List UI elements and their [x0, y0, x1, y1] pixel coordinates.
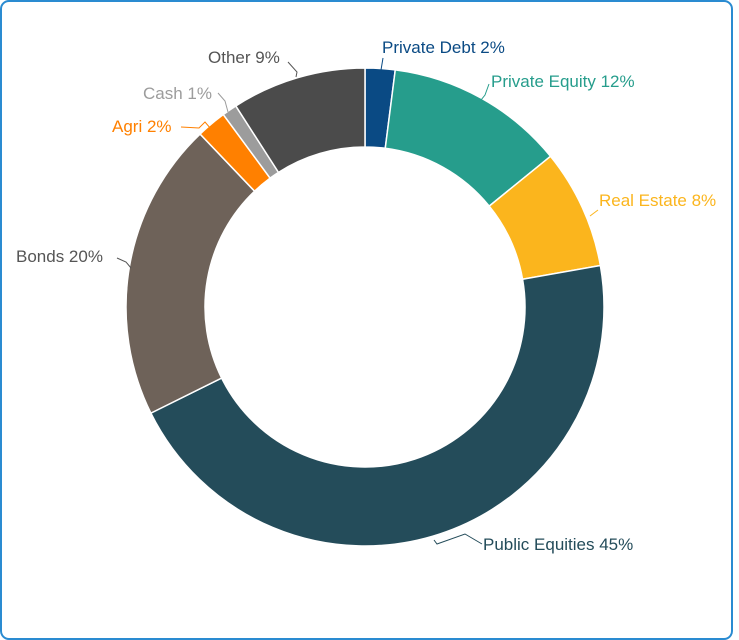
- label-other: Other 9%: [208, 48, 280, 67]
- leader-real-estate: [589, 209, 599, 217]
- slice-public-equities[interactable]: [149, 264, 605, 547]
- label-private-debt: Private Debt 2%: [382, 38, 505, 57]
- donut-chart: Private Debt 2% Private Equity 12% Real Es…: [16, 38, 716, 554]
- leader-other: [287, 61, 298, 78]
- leader-cash: [217, 92, 229, 113]
- leader-private-debt: [380, 57, 384, 71]
- leader-public-equities: [433, 533, 483, 545]
- label-cash: Cash 1%: [143, 84, 212, 103]
- leader-private-equity: [476, 83, 490, 106]
- label-bonds: Bonds 20%: [16, 247, 103, 266]
- slice-other[interactable]: [234, 67, 366, 174]
- leader-agri: [180, 121, 212, 130]
- slice-labels: Private Debt 2% Private Equity 12% Real Es…: [16, 38, 716, 554]
- label-public-equities: Public Equities 45%: [483, 535, 633, 554]
- leader-bonds: [116, 257, 132, 269]
- label-leaders: [116, 57, 599, 545]
- donut-slices: [125, 67, 605, 547]
- label-private-equity: Private Equity 12%: [491, 72, 635, 91]
- slice-bonds[interactable]: [125, 132, 256, 415]
- label-real-estate: Real Estate 8%: [599, 191, 716, 210]
- label-agri: Agri 2%: [112, 117, 172, 136]
